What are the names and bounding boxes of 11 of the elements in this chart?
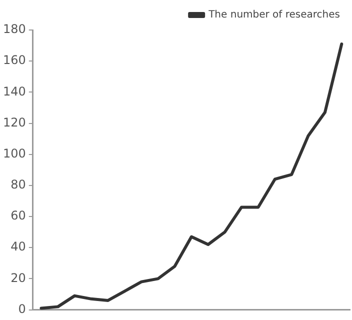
legend-label: The number of researches — [208, 10, 340, 21]
y-tick-label: 0 — [18, 302, 26, 316]
y-tick-label: 60 — [10, 208, 26, 223]
y-tick-label: 40 — [10, 240, 26, 254]
y-tick-label: 20 — [10, 270, 26, 285]
y-tick-label: 120 — [3, 115, 26, 130]
y-tick-label: 80 — [10, 178, 26, 192]
y-tick-label: 160 — [3, 53, 26, 68]
y-tick-label: 180 — [3, 22, 26, 36]
y-tick-label: 100 — [3, 146, 26, 160]
y-tick-label: 140 — [3, 84, 26, 98]
